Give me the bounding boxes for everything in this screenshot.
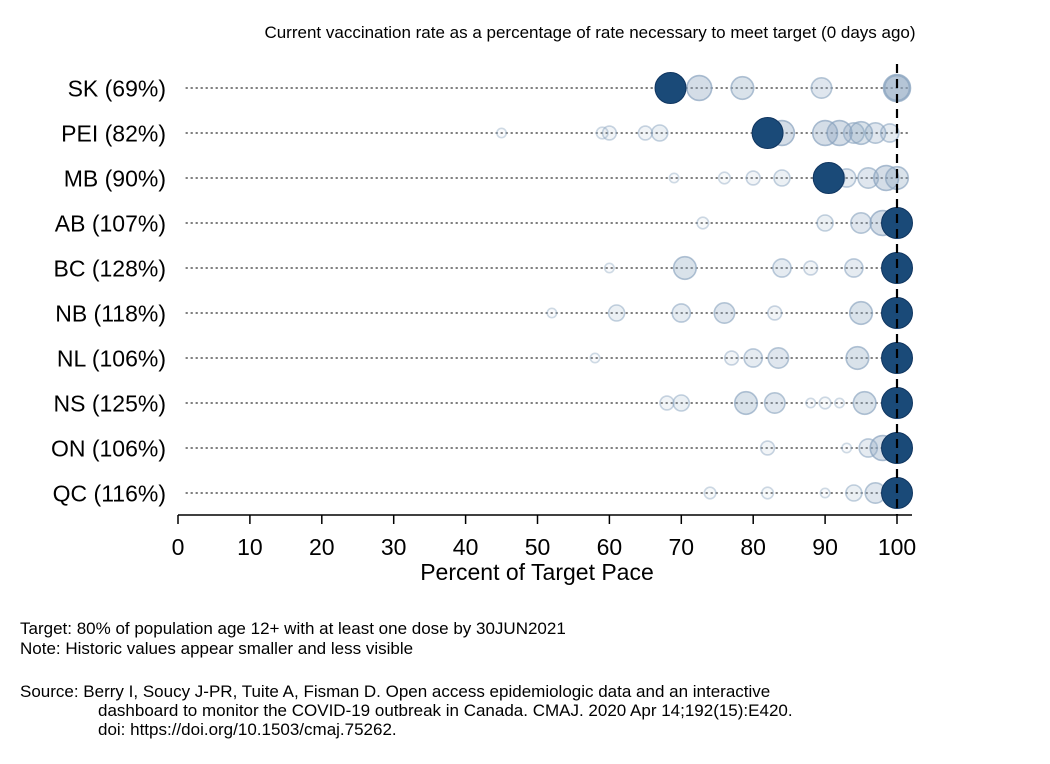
source-note: Source: Berry I, Soucy J-PR, Tuite A, Fi… bbox=[20, 682, 793, 739]
historic-point-mb bbox=[745, 170, 761, 186]
x-tick-label-90: 90 bbox=[812, 534, 838, 560]
historic-point-on bbox=[858, 438, 879, 458]
target-note: Target: 80% of population age 12+ with a… bbox=[20, 619, 566, 638]
historic-point-pei bbox=[848, 120, 874, 146]
historic-point-ns bbox=[818, 396, 832, 410]
historic-point-nb bbox=[848, 300, 874, 326]
historic-point-ns bbox=[659, 395, 675, 411]
historic-point-pei bbox=[496, 127, 508, 139]
historic-point-mb bbox=[873, 164, 900, 192]
historic-point-mb bbox=[773, 169, 791, 187]
historic-point-on bbox=[841, 442, 853, 454]
category-label-ns: NS (125%) bbox=[54, 391, 166, 417]
historic-point-mb bbox=[717, 171, 732, 185]
historic-point-qc bbox=[819, 487, 831, 499]
historic-point-nl bbox=[767, 346, 790, 369]
category-label-pei: PEI (82%) bbox=[61, 121, 166, 147]
historic-point-on bbox=[759, 440, 776, 456]
source-line-1: Source: Berry I, Soucy J-PR, Tuite A, Fi… bbox=[20, 682, 771, 701]
historic-point-ns bbox=[763, 391, 786, 414]
historic-point-bc bbox=[803, 260, 819, 276]
historic-point-ns bbox=[833, 397, 845, 409]
historic-point-nb bbox=[767, 305, 783, 321]
historic-point-qc bbox=[760, 486, 775, 500]
historic-point-sk bbox=[730, 75, 755, 101]
x-tick-label-10: 10 bbox=[237, 534, 263, 560]
historic-point-pei bbox=[826, 119, 853, 147]
historic-point-ab bbox=[696, 216, 710, 230]
historic-point-nb bbox=[713, 301, 736, 324]
historic-point-bc bbox=[672, 255, 697, 281]
x-tick-label-30: 30 bbox=[381, 534, 407, 560]
historic-point-nl bbox=[845, 345, 870, 371]
x-tick-label-60: 60 bbox=[597, 534, 623, 560]
plot-area: SK (69%) PEI (82%) MB (90%) AB (107%) BC (12… bbox=[51, 64, 916, 560]
x-tick-label-100: 100 bbox=[878, 534, 916, 560]
current-point-pei bbox=[751, 117, 784, 149]
historic-point-bc bbox=[603, 262, 615, 274]
category-label-mb: MB (90%) bbox=[64, 166, 166, 192]
x-tick-label-80: 80 bbox=[740, 534, 766, 560]
historic-point-ns bbox=[733, 390, 759, 416]
x-tick-label-40: 40 bbox=[453, 534, 479, 560]
x-tick-label-0: 0 bbox=[172, 534, 185, 560]
historic-point-qc bbox=[845, 484, 863, 502]
historic-point-bc bbox=[772, 258, 792, 278]
x-tick-label-20: 20 bbox=[309, 534, 335, 560]
category-label-ab: AB (107%) bbox=[55, 211, 166, 237]
category-label-sk: SK (69%) bbox=[68, 76, 166, 102]
historic-point-ns bbox=[672, 394, 691, 412]
historic-point-nl bbox=[589, 352, 601, 364]
historic-point-ab bbox=[816, 214, 834, 232]
category-label-on: ON (106%) bbox=[51, 436, 166, 462]
historic-point-ab bbox=[850, 212, 873, 235]
historic-note: Note: Historic values appear smaller and… bbox=[20, 639, 414, 658]
historic-point-pei bbox=[637, 125, 654, 141]
current-point-sk bbox=[654, 72, 687, 104]
historic-point-ns bbox=[852, 390, 877, 416]
source-line-3: doi: https://doi.org/10.1503/cmaj.75262. bbox=[98, 720, 397, 739]
historic-point-nb bbox=[671, 303, 692, 323]
historic-point-bc bbox=[843, 258, 864, 278]
historic-point-mb bbox=[668, 172, 680, 184]
historic-point-nb bbox=[607, 304, 626, 322]
current-point-mb bbox=[812, 162, 845, 194]
historic-point-pei bbox=[601, 125, 618, 141]
historic-point-nb bbox=[546, 307, 558, 319]
historic-point-ns bbox=[805, 397, 817, 409]
historic-point-nl bbox=[743, 348, 764, 368]
x-tick-label-70: 70 bbox=[669, 534, 695, 560]
historic-point-nl bbox=[723, 350, 740, 366]
x-tick-label-50: 50 bbox=[525, 534, 551, 560]
x-axis-label: Percent of Target Pace bbox=[420, 559, 654, 585]
historic-point-mb bbox=[857, 167, 880, 190]
category-label-qc: QC (116%) bbox=[53, 481, 166, 507]
historic-point-qc bbox=[703, 486, 717, 500]
chart: Current vaccination rate as a percentage… bbox=[51, 23, 916, 585]
source-line-2: dashboard to monitor the COVID-19 outbre… bbox=[98, 701, 793, 720]
category-label-nl: NL (106%) bbox=[57, 346, 166, 372]
chart-title: Current vaccination rate as a percentage… bbox=[264, 23, 915, 42]
historic-point-pei bbox=[842, 122, 865, 145]
historic-point-pei bbox=[595, 126, 609, 140]
historic-point-pei bbox=[811, 119, 839, 147]
category-label-bc: BC (128%) bbox=[54, 256, 166, 282]
historic-point-sk bbox=[810, 77, 833, 100]
category-label-nb: NB (118%) bbox=[55, 301, 166, 327]
historic-point-sk bbox=[686, 74, 713, 102]
historic-point-pei bbox=[650, 124, 669, 142]
